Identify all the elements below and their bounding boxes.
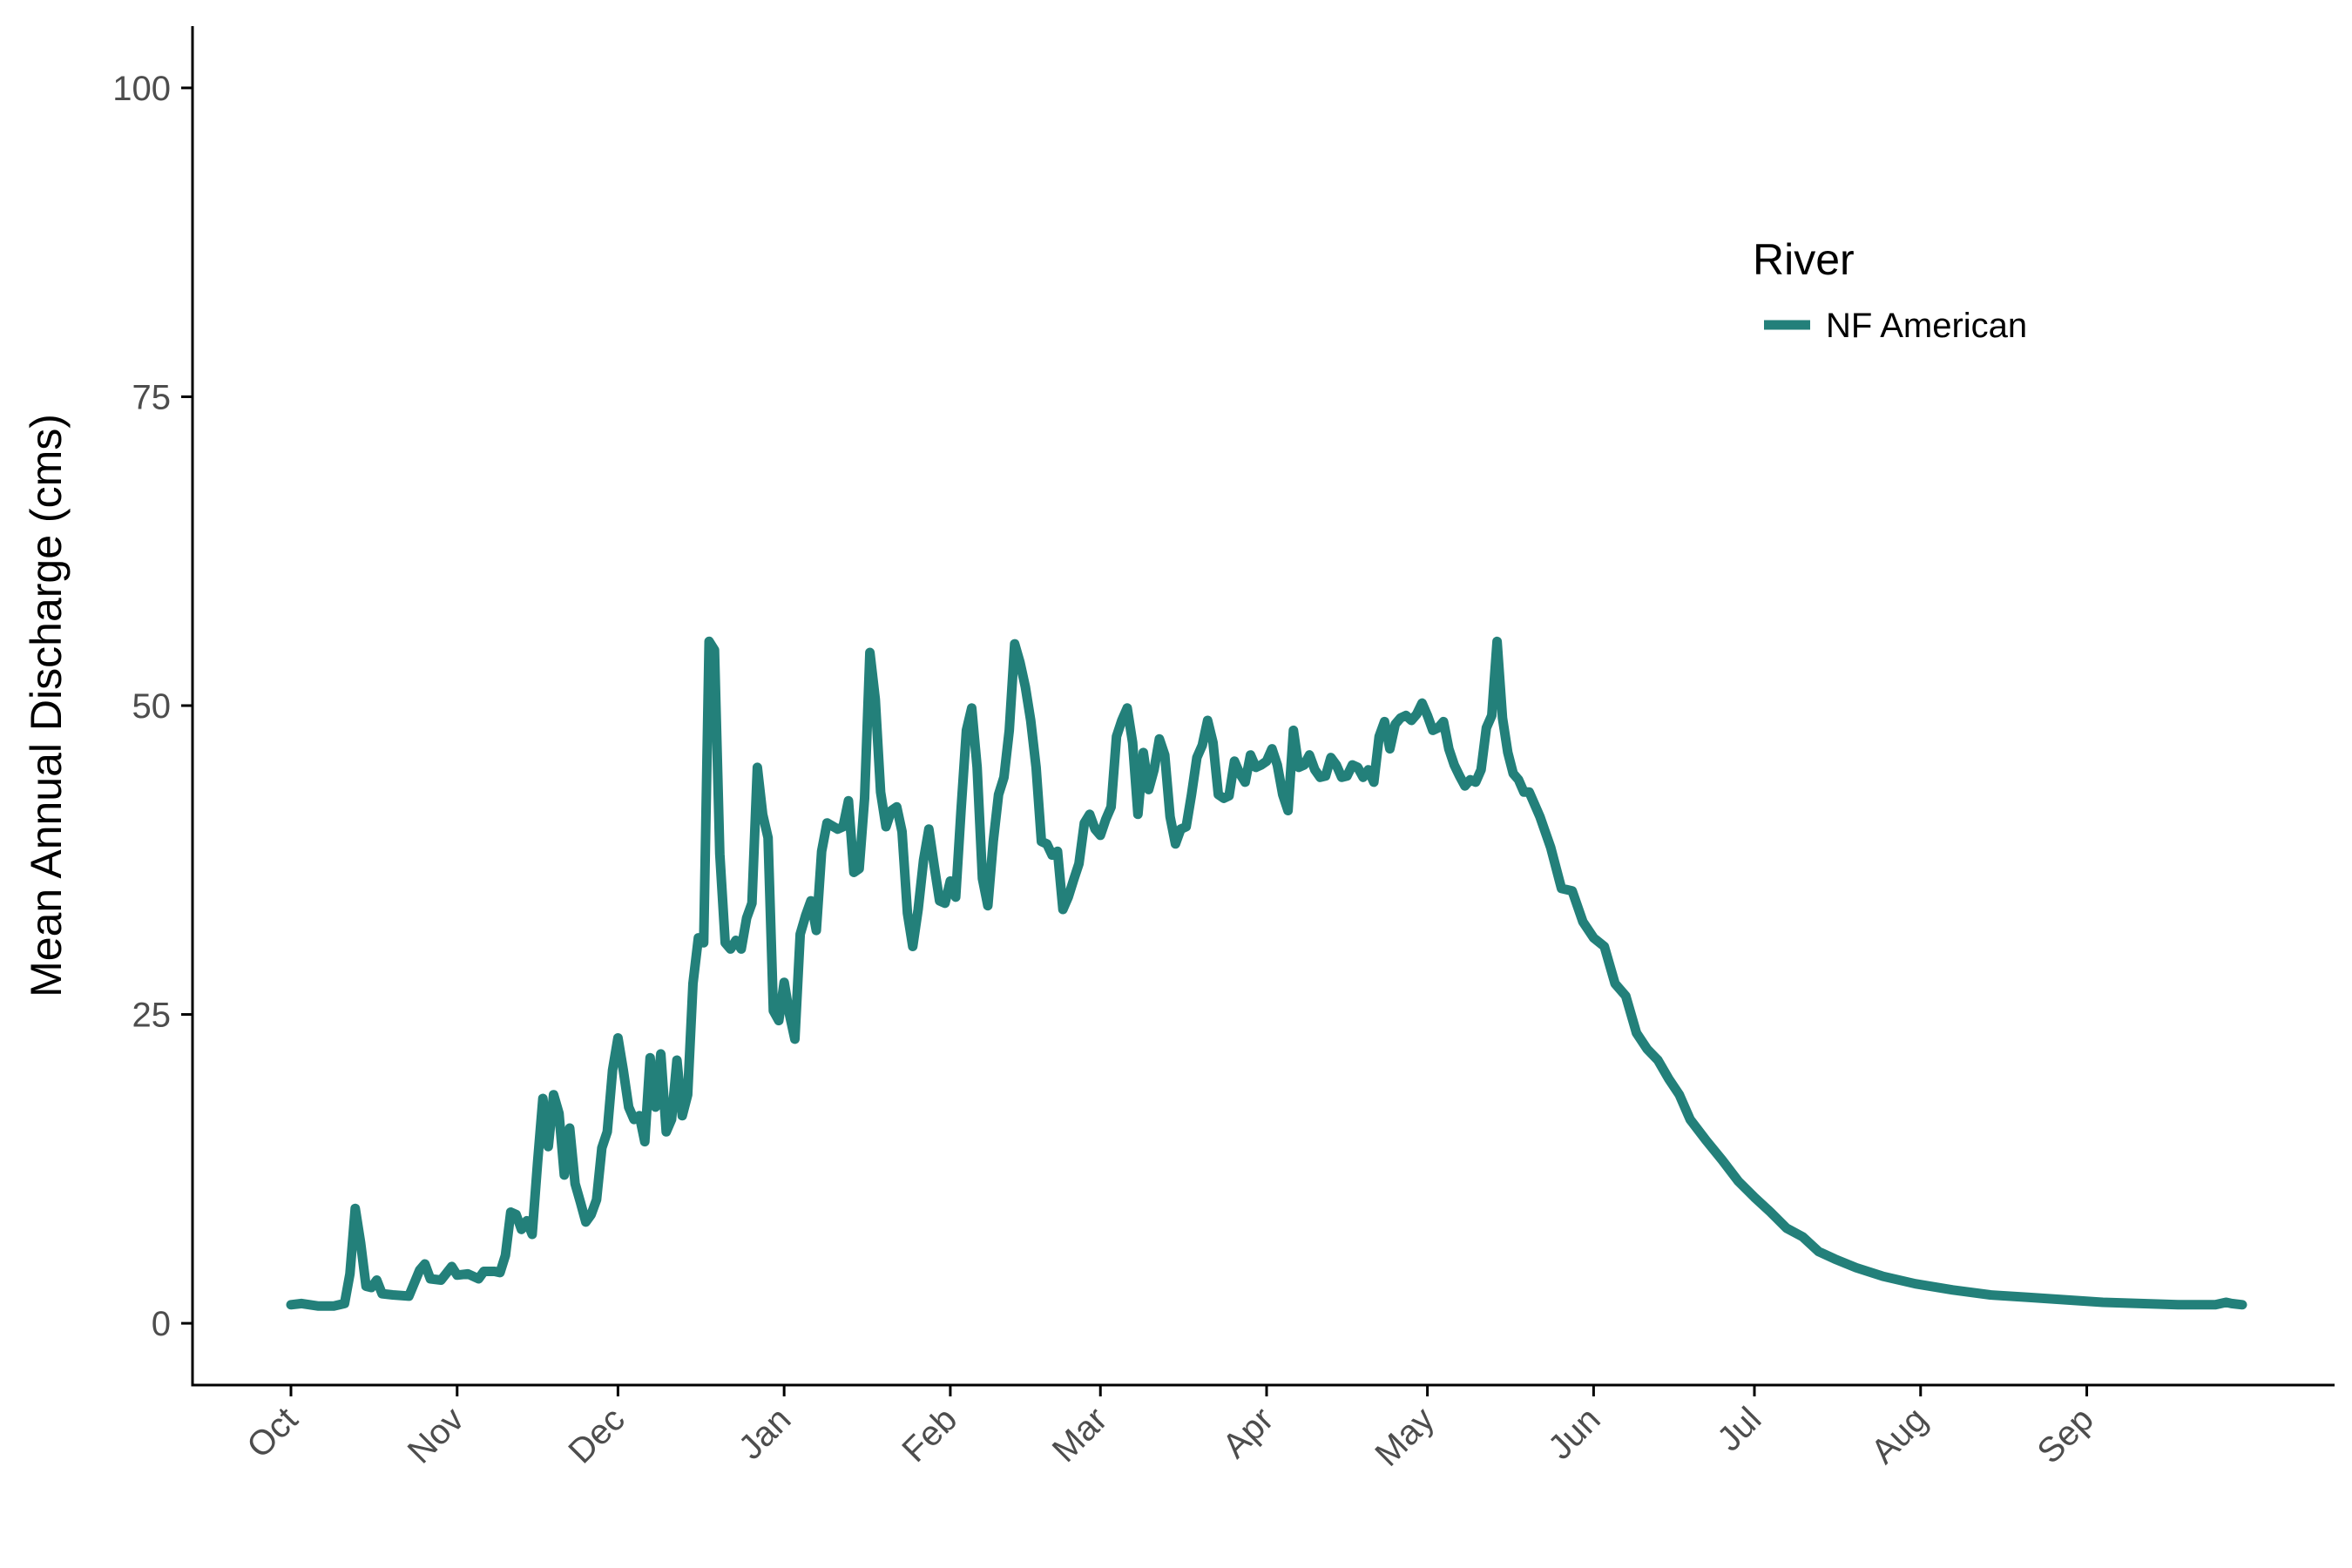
x-tick-label: Dec bbox=[561, 1400, 632, 1470]
y-tick-label: 25 bbox=[132, 997, 172, 1035]
y-ticks: 0 25 50 75 100 bbox=[112, 70, 193, 1343]
series-line-nf-american bbox=[286, 636, 2247, 1311]
y-tick-label: 75 bbox=[132, 378, 172, 416]
x-tick-label: Jun bbox=[1541, 1400, 1608, 1467]
x-tick-label: Aug bbox=[1864, 1400, 1935, 1470]
x-tick-label: Oct bbox=[240, 1400, 305, 1465]
x-tick-label: Sep bbox=[2030, 1400, 2100, 1470]
x-tick-label: Nov bbox=[401, 1400, 471, 1470]
x-tick-label: May bbox=[1368, 1400, 1442, 1474]
y-axis-title: Mean Annual Discharge (cms) bbox=[22, 414, 71, 997]
legend-title: River bbox=[1753, 235, 1855, 284]
y-tick-label: 50 bbox=[132, 687, 172, 726]
legend-label: NF American bbox=[1826, 307, 2027, 345]
x-tick-label: Jan bbox=[732, 1400, 799, 1467]
x-ticks: Oct Nov Dec Jan Feb Mar Apr May Jun Jul Aug Sep bbox=[240, 1385, 2101, 1474]
x-tick-label: Jul bbox=[1710, 1400, 1768, 1458]
y-tick-label: 100 bbox=[112, 70, 171, 108]
x-tick-label: Mar bbox=[1045, 1400, 1115, 1470]
y-tick-label: 0 bbox=[152, 1305, 171, 1343]
x-tick-label: Apr bbox=[1215, 1400, 1281, 1465]
x-tick-label: Feb bbox=[895, 1400, 964, 1470]
legend: River NF American bbox=[1753, 235, 2027, 345]
